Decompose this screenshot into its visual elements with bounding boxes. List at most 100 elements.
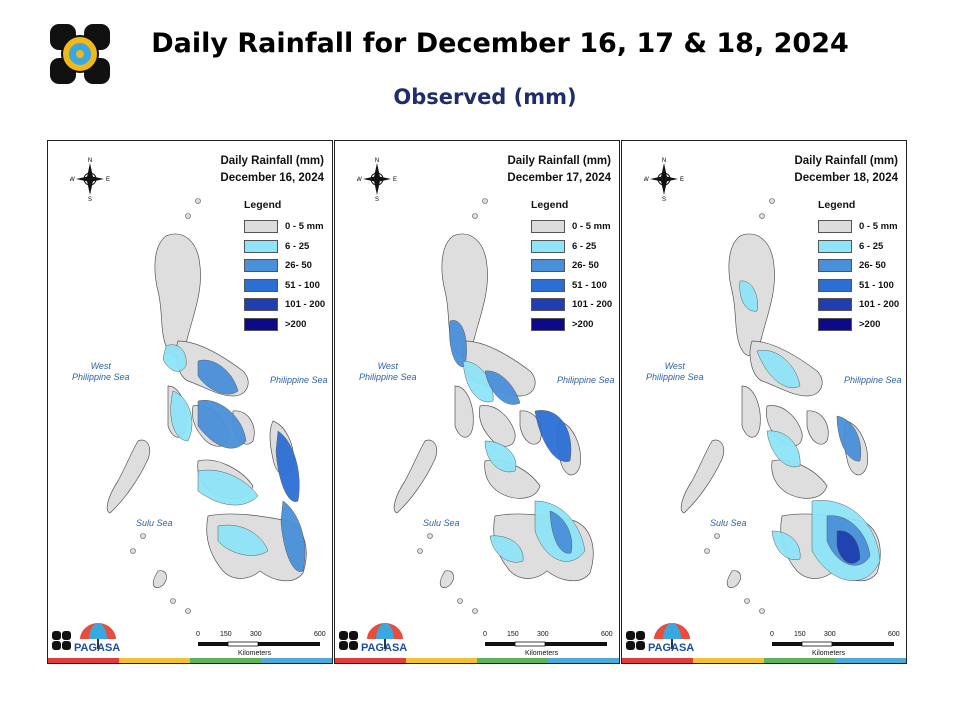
color-strip-segment	[477, 658, 548, 663]
rainfall-area	[197, 359, 239, 395]
scale-tick: 300	[537, 631, 549, 638]
islet	[759, 608, 765, 614]
compass-rose-icon: N S W E	[644, 158, 684, 201]
compass-w: W	[70, 177, 75, 183]
landmass-region	[766, 405, 803, 447]
legend-label: 51 - 100	[572, 279, 607, 291]
scale-tick: 300	[824, 631, 836, 638]
landmass-region	[154, 233, 201, 356]
legend-item: 0 - 5 mm	[818, 217, 899, 237]
compass-w: W	[357, 177, 362, 183]
rainfall-area	[484, 440, 517, 473]
map-title-line-1: Daily Rainfall (mm)	[220, 155, 324, 167]
islet	[195, 198, 201, 204]
landmass-region	[393, 439, 438, 514]
legend-swatch	[531, 278, 565, 292]
rainfall-area	[275, 430, 300, 502]
legend-swatch	[244, 259, 278, 273]
legend-label: 101 - 200	[572, 299, 613, 311]
pagasa-logo: PAGASA	[50, 619, 122, 659]
rainfall-area	[217, 524, 269, 556]
legend-swatch	[531, 259, 565, 273]
legend-item: 26- 50	[244, 256, 325, 276]
pagasa-text: PAGASA	[361, 642, 407, 654]
color-strip-segment	[406, 658, 477, 663]
map-panel-dec-16: N S W E Daily Rainfall (mm) December 16,…	[47, 140, 333, 664]
landmass-region	[106, 439, 151, 514]
islet	[744, 598, 750, 604]
pagasa-seal-logo	[50, 24, 110, 84]
legend-item: >200	[244, 315, 325, 335]
map-title-date: December 17, 2024	[507, 172, 611, 184]
legend-item: 6 - 25	[531, 237, 612, 257]
legend-label: >200	[859, 318, 881, 330]
islet	[769, 198, 775, 204]
sea-label-sulu-sea: Sulu Sea	[423, 518, 460, 528]
legend-item: 6 - 25	[818, 237, 899, 257]
legend-item: 51 - 100	[818, 276, 899, 296]
scale-tick: 0	[196, 631, 200, 638]
sea-label-sulu-sea: Sulu Sea	[710, 518, 747, 528]
legend-swatch	[818, 220, 852, 234]
landmass-region	[479, 405, 516, 447]
color-strip-segment	[693, 658, 764, 663]
compass-n: N	[662, 158, 666, 164]
rainfall-area	[197, 469, 259, 506]
landmass-region	[454, 385, 474, 438]
color-strip-segment	[835, 658, 906, 663]
compass-w: W	[644, 177, 649, 183]
compass-rose-icon: N S W E	[70, 158, 110, 201]
islet	[472, 608, 478, 614]
landmass-region	[726, 570, 741, 588]
islet	[427, 533, 433, 539]
color-strip-segment	[622, 658, 693, 663]
legend-label: >200	[572, 318, 594, 330]
map-legend: Legend 0 - 5 mm 6 - 25 26- 50 51 - 100 1…	[818, 199, 899, 334]
islet	[457, 598, 463, 604]
rainfall-area	[484, 370, 521, 405]
legend-label: 0 - 5 mm	[285, 221, 324, 233]
legend-swatch	[531, 317, 565, 331]
map-title-line-1: Daily Rainfall (mm)	[794, 155, 898, 167]
compass-rose-icon: N S W E	[357, 158, 397, 201]
legend-swatch	[818, 278, 852, 292]
legend-label: 101 - 200	[285, 299, 326, 311]
pagasa-emblem-icon: PAGASA	[339, 623, 407, 654]
legend-swatch	[244, 317, 278, 331]
legend-swatch	[531, 220, 565, 234]
legend-item: >200	[531, 315, 612, 335]
legend-item: 101 - 200	[818, 295, 899, 315]
legend-swatch	[244, 239, 278, 253]
islet	[704, 548, 710, 554]
color-strip	[335, 658, 619, 663]
color-strip-segment	[119, 658, 190, 663]
legend-label: 26- 50	[572, 260, 599, 272]
landmass-region	[741, 385, 761, 438]
legend-title: Legend	[244, 199, 282, 211]
compass-e: E	[393, 177, 397, 183]
islet	[185, 608, 191, 614]
color-strip-segment	[48, 658, 119, 663]
islet	[140, 533, 146, 539]
pagasa-text: PAGASA	[648, 642, 694, 654]
compass-s: S	[375, 197, 379, 201]
scale-tick: 150	[794, 631, 806, 638]
legend-swatch	[244, 278, 278, 292]
legend-item: >200	[818, 315, 899, 335]
islet	[472, 213, 478, 219]
rainfall-area	[197, 399, 247, 449]
pagasa-emblem-icon: PAGASA	[626, 623, 694, 654]
color-strip	[622, 658, 906, 663]
compass-e: E	[106, 177, 110, 183]
sea-label-west-philippine-sea: West Philippine Sea	[72, 361, 130, 382]
legend-label: 0 - 5 mm	[572, 221, 611, 233]
scale-tick: 600	[601, 631, 613, 638]
rainfall-area	[766, 430, 801, 468]
rainfall-area	[170, 390, 193, 442]
scale-unit-label: Kilometers	[238, 650, 272, 657]
scale-bar: 0 150 300 600 Kilometers	[762, 631, 902, 661]
islet	[170, 598, 176, 604]
legend-item: 101 - 200	[531, 295, 612, 315]
scale-unit-label: Kilometers	[525, 650, 559, 657]
compass-e: E	[680, 177, 684, 183]
